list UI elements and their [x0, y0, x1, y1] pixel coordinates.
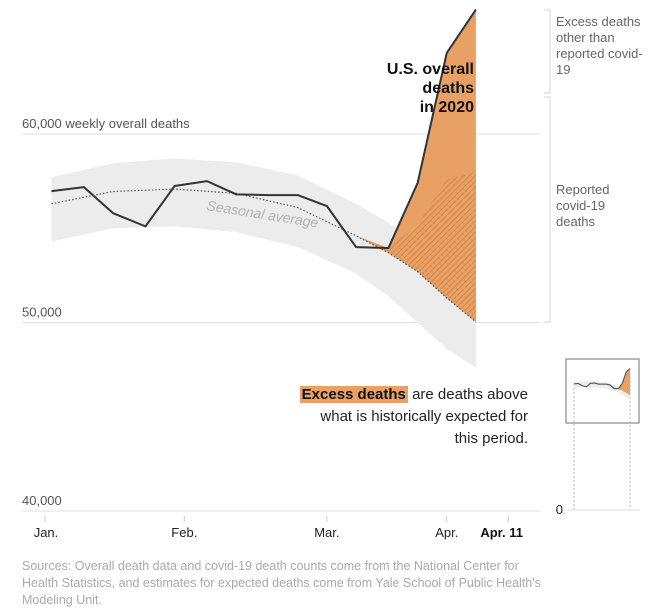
gridlines: 60,000 weekly overall deaths 50,000 40,000 — [22, 116, 540, 512]
title-line-3: in 2020 — [419, 99, 474, 116]
legend-excess-other: Excess deaths other than reported covid-… — [556, 14, 643, 77]
y-tick-label: 40,000 — [22, 493, 62, 508]
excess-deaths-definition: are deaths above what is historically ex… — [320, 386, 528, 447]
chart-title-annotation: U.S. overall deaths in 2020 — [387, 60, 474, 117]
reported-covid-area — [388, 171, 476, 322]
x-tick-label: Apr. 11 — [480, 525, 523, 540]
title-line-1: U.S. overall — [386, 61, 474, 78]
bracket-reported-covid — [544, 96, 551, 323]
inset-excess-area — [618, 368, 630, 395]
x-tick-label: Jan. — [34, 525, 59, 540]
legend-reported-covid: Reported covid-19 deaths — [556, 182, 610, 229]
excess-deaths-highlight: Excess deaths — [299, 386, 408, 403]
inset-line — [573, 368, 631, 390]
legend-brackets — [544, 9, 551, 323]
overall-deaths-line — [51, 9, 477, 250]
overall-deaths-path — [51, 9, 477, 250]
bracket-excess-other — [544, 9, 551, 94]
excess-deaths-note: Excess deaths are deaths above what is h… — [298, 384, 528, 450]
sources-note: Sources: Overall death data and covid-19… — [22, 559, 541, 607]
y-tick-label: 60,000 weekly overall deaths — [22, 116, 190, 131]
x-tick-label: Apr. — [435, 525, 458, 540]
inset-minimap: 0 — [556, 358, 640, 517]
y-tick-label: 50,000 — [22, 305, 62, 320]
x-axis: Jan. Feb. Mar. Apr. Apr. 11 — [34, 516, 523, 540]
inset-zero-label: 0 — [556, 502, 563, 517]
title-line-2: deaths — [422, 80, 474, 97]
x-tick-label: Mar. — [314, 525, 339, 540]
x-tick-label: Feb. — [171, 525, 197, 540]
